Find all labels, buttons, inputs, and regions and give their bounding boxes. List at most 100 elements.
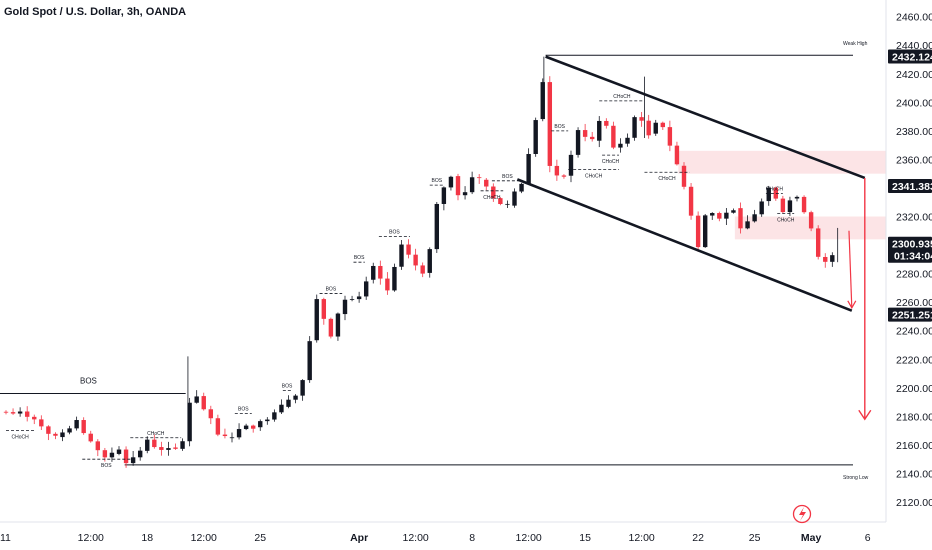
candle-body	[575, 130, 581, 155]
time-tick-label: 12:00	[628, 532, 654, 544]
time-tick-label: 15	[579, 532, 591, 544]
candle	[406, 239, 411, 259]
time-tick-label: 11	[0, 532, 11, 544]
candle	[53, 432, 58, 440]
candle-body	[166, 448, 171, 450]
candle-body	[67, 428, 72, 433]
structure-label: CHoCH	[658, 176, 676, 182]
candle	[349, 295, 355, 302]
candle-body	[469, 177, 475, 193]
candle	[738, 202, 743, 234]
candle-body	[145, 439, 150, 451]
candle-body	[328, 318, 334, 337]
candle-body	[53, 433, 58, 436]
candle-body	[24, 411, 30, 417]
candle	[109, 447, 115, 462]
candle-body	[808, 212, 814, 229]
candle	[554, 159, 560, 181]
candle	[632, 115, 637, 141]
candle	[413, 248, 418, 271]
candle	[102, 447, 108, 462]
supply-zones	[678, 150, 886, 240]
candle	[180, 438, 185, 451]
candle-body	[109, 452, 115, 458]
candle	[695, 211, 701, 252]
candle-body	[512, 191, 517, 206]
price-tick-label: 2180.000	[896, 411, 932, 423]
candle	[166, 441, 171, 456]
candle	[74, 416, 79, 431]
candle-body	[589, 136, 595, 140]
candle-body	[371, 265, 376, 280]
candle-body	[201, 396, 206, 410]
candle-body	[695, 215, 701, 248]
candle-body	[731, 210, 736, 213]
candle	[773, 186, 779, 201]
candle	[533, 117, 538, 157]
price-tag-box	[888, 49, 932, 64]
candle	[10, 408, 16, 415]
candle-body	[137, 450, 143, 458]
candle	[3, 410, 9, 415]
candle	[561, 174, 567, 179]
price-tick-label: 2380.000	[896, 126, 932, 138]
candle-body	[801, 196, 807, 213]
candle	[815, 225, 821, 260]
candle-body	[752, 214, 757, 222]
candle-body	[159, 447, 164, 450]
candle	[484, 177, 489, 191]
time-tick-label: Apr	[350, 532, 368, 544]
candle	[385, 272, 390, 295]
candle	[787, 196, 793, 216]
candle-body	[356, 296, 362, 300]
candle-body	[434, 203, 440, 250]
candle-body	[222, 434, 228, 437]
candle-body	[639, 117, 644, 121]
price-tick-label: 2260.000	[896, 297, 932, 309]
candle-body	[710, 213, 715, 216]
secondary-arrowhead-icon	[847, 300, 857, 310]
candle-body	[759, 201, 764, 215]
candle	[173, 443, 178, 450]
candle-body	[533, 120, 538, 154]
price-tick-label: 2140.000	[896, 468, 932, 480]
time-tick-label: 12:00	[78, 532, 104, 544]
candle-body	[363, 281, 369, 297]
price-tick-label: 2440.000	[896, 40, 932, 52]
candle	[674, 141, 680, 166]
price-tag-box	[888, 307, 932, 322]
countdown-value: 01:34:04	[894, 251, 932, 263]
candle-body	[413, 254, 418, 266]
candle-body	[484, 179, 489, 187]
structure-label: BOS	[326, 287, 337, 293]
candle-body	[787, 200, 793, 213]
candle-body	[342, 299, 348, 315]
candle-body	[95, 441, 101, 451]
candle-body	[618, 143, 623, 148]
candle-body	[561, 175, 567, 177]
time-tick-label: May	[801, 532, 822, 544]
logo-ring	[792, 504, 812, 524]
candle	[258, 419, 263, 431]
candle-body	[441, 187, 447, 204]
candle-body	[116, 449, 122, 454]
candle	[243, 423, 249, 431]
structure-label: CHoCH	[483, 195, 501, 201]
structure-label: CHoCH	[147, 431, 165, 437]
tradingview-logo-icon	[792, 504, 812, 524]
candle	[60, 429, 65, 442]
candle	[448, 175, 454, 191]
candle	[688, 182, 694, 220]
candle	[455, 173, 461, 201]
candle	[519, 182, 524, 194]
candle	[660, 121, 666, 130]
candle-body	[632, 117, 637, 138]
candle-body	[667, 127, 673, 146]
candle	[145, 436, 150, 454]
structure-label: CHoCH	[12, 435, 30, 441]
candle-body	[81, 420, 86, 434]
price-tick-label: 2400.000	[896, 97, 932, 109]
candle	[123, 446, 129, 468]
